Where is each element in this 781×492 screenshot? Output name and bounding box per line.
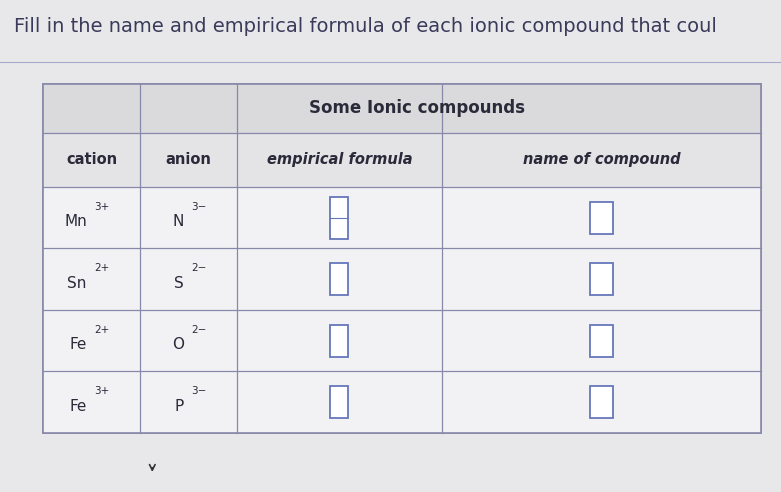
Text: 3−: 3− — [191, 202, 206, 212]
Bar — [43, 248, 761, 310]
Bar — [590, 386, 613, 418]
Bar — [590, 202, 613, 234]
Text: 2+: 2+ — [94, 325, 109, 335]
Text: 2+: 2+ — [94, 263, 109, 274]
Bar — [43, 84, 761, 433]
Text: O: O — [172, 337, 184, 352]
Text: Sn: Sn — [67, 276, 87, 291]
Bar — [43, 84, 761, 433]
Text: 3+: 3+ — [94, 386, 109, 397]
Text: Fe: Fe — [70, 337, 87, 352]
Text: 2−: 2− — [191, 325, 206, 335]
Text: S: S — [174, 276, 184, 291]
Bar — [43, 133, 761, 187]
Bar — [330, 197, 348, 239]
Text: name of compound: name of compound — [522, 153, 680, 167]
Text: 3−: 3− — [191, 386, 206, 397]
Bar — [590, 263, 613, 295]
Text: Some Ionic compounds: Some Ionic compounds — [308, 99, 525, 117]
Text: 3+: 3+ — [94, 202, 109, 212]
Bar — [43, 310, 761, 371]
Bar — [43, 84, 761, 133]
Text: N: N — [173, 214, 184, 229]
Bar — [330, 263, 348, 295]
Bar — [590, 325, 613, 357]
Text: Mn: Mn — [64, 214, 87, 229]
Text: empirical formula: empirical formula — [266, 153, 412, 167]
Text: Fill in the name and empirical formula of each ionic compound that coul: Fill in the name and empirical formula o… — [14, 17, 717, 36]
Text: P: P — [174, 399, 184, 414]
Text: cation: cation — [66, 153, 117, 167]
Text: Fe: Fe — [70, 399, 87, 414]
Bar — [43, 371, 761, 433]
Text: anion: anion — [166, 153, 212, 167]
Text: 2−: 2− — [191, 263, 206, 274]
Bar — [330, 325, 348, 357]
Bar — [43, 187, 761, 248]
Bar — [330, 386, 348, 418]
